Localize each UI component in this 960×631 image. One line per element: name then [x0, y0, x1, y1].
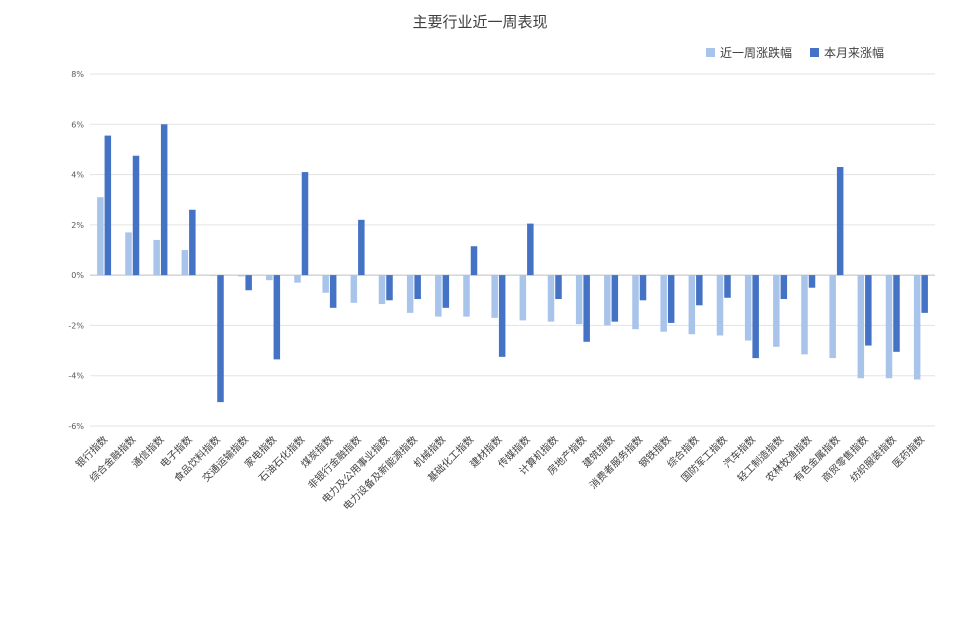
x-category-label: 综合金融指数 — [87, 433, 139, 485]
y-tick-label: 2% — [71, 221, 84, 230]
x-category-label: 纺织服装指数 — [847, 433, 899, 485]
bar-weekly — [913, 275, 921, 380]
bar-weekly — [209, 275, 217, 276]
bar-monthly — [245, 275, 252, 291]
bar-weekly — [547, 275, 555, 322]
bar-weekly — [125, 232, 132, 276]
bar-weekly — [801, 275, 808, 355]
y-tick-label: 0% — [71, 271, 84, 280]
bar-weekly — [491, 275, 498, 318]
x-category-label: 国防军工指数 — [678, 433, 730, 485]
bar-weekly — [885, 275, 893, 379]
bar-weekly — [688, 275, 696, 335]
bar-monthly — [273, 275, 281, 360]
bar-monthly — [752, 275, 759, 359]
bar-monthly — [583, 275, 590, 342]
bar-weekly — [716, 275, 724, 336]
bar-weekly — [153, 239, 160, 276]
bar-monthly — [639, 275, 647, 301]
bar-weekly — [406, 275, 414, 313]
bar-weekly — [266, 275, 273, 281]
bar-monthly — [836, 167, 844, 276]
bar-weekly — [604, 275, 611, 326]
bar-weekly — [181, 250, 189, 276]
y-tick-label: 6% — [71, 120, 84, 129]
y-tick-label: -2% — [68, 321, 84, 330]
x-category-label: 交通运输指数 — [199, 433, 251, 485]
legend-swatch-monthly — [810, 48, 820, 57]
legend-item-weekly: 近一周涨跌幅 — [706, 44, 792, 61]
bar-monthly — [104, 135, 112, 276]
bar-monthly — [555, 275, 562, 300]
y-tick-label: -6% — [68, 422, 84, 431]
y-tick-label: 8% — [71, 70, 84, 79]
y-tick-label: 4% — [71, 171, 84, 180]
bar-weekly — [575, 275, 583, 325]
bar-monthly — [358, 219, 365, 276]
bar-monthly — [527, 223, 534, 276]
bar-monthly — [386, 275, 393, 301]
bar-monthly — [160, 124, 168, 276]
bar-weekly — [350, 275, 358, 303]
bar-monthly — [667, 275, 675, 323]
bar-monthly — [217, 275, 224, 403]
x-category-label: 石油石化指数 — [256, 433, 308, 485]
bar-monthly — [498, 275, 506, 357]
bar-weekly — [660, 275, 667, 332]
bar-monthly — [696, 275, 703, 306]
bar-weekly — [322, 275, 329, 293]
legend-item-monthly: 本月来涨幅 — [810, 44, 884, 61]
bar-monthly — [132, 155, 140, 276]
bar-monthly — [301, 172, 309, 276]
legend-label-weekly: 近一周涨跌幅 — [720, 46, 793, 60]
bar-monthly — [611, 275, 619, 322]
bar-weekly — [829, 275, 836, 359]
bar-weekly — [378, 275, 386, 305]
bar-monthly — [442, 275, 450, 308]
y-tick-label: -4% — [68, 372, 84, 381]
bar-monthly — [724, 275, 731, 298]
bar-monthly — [808, 275, 816, 288]
bar-monthly — [893, 275, 900, 352]
bar-monthly — [921, 275, 928, 313]
legend: 近一周涨跌幅 本月来涨幅 — [706, 44, 902, 61]
legend-label-monthly: 本月来涨幅 — [824, 46, 885, 60]
bar-monthly — [780, 275, 788, 300]
bar-weekly — [773, 275, 780, 347]
bar-monthly — [329, 275, 337, 308]
bar-weekly — [294, 275, 301, 283]
bar-weekly — [237, 275, 245, 277]
legend-swatch-weekly — [706, 48, 715, 57]
bar-weekly — [744, 275, 752, 341]
bar-weekly — [519, 275, 527, 321]
bar-monthly — [414, 275, 421, 300]
chart-title: 主要行业近一周表现 — [412, 13, 548, 31]
bar-monthly — [189, 209, 196, 276]
x-category-label: 基础化工指数 — [425, 433, 477, 485]
bar-monthly — [470, 246, 478, 276]
bar-weekly — [857, 275, 865, 379]
bar-monthly — [865, 275, 872, 346]
bar-weekly — [97, 197, 104, 276]
bar-weekly — [463, 275, 470, 317]
bar-weekly — [435, 275, 442, 317]
bar-weekly — [632, 275, 639, 330]
